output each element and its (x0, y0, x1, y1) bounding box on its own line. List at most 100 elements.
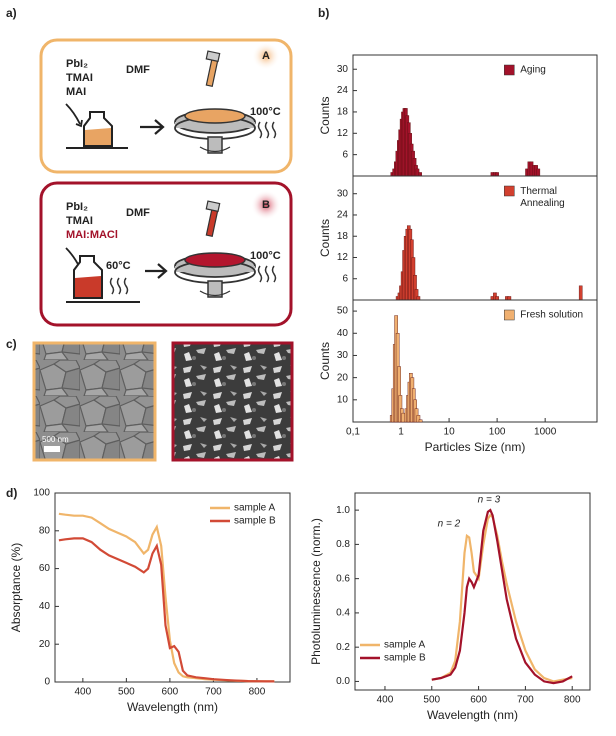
y-tick-label: 50 (337, 306, 349, 317)
panel-label: d) (6, 486, 17, 500)
panel-label: a) (6, 6, 17, 20)
y-tick-label: 60 (39, 563, 51, 574)
plot-frame (352, 175, 598, 301)
y-tick-label: 80 (39, 525, 51, 536)
x-tick-label: 700 (205, 687, 222, 698)
x-tick-label: 500 (118, 687, 135, 698)
scheme-a: A PbI₂ TMAI MAI DMF 100°C (39, 38, 293, 174)
bar (536, 168, 541, 177)
y-tick-label: 10 (337, 394, 349, 405)
y-axis-label: Counts (318, 96, 332, 134)
temperature: 100°C (250, 106, 281, 118)
line (431, 508, 573, 685)
temperature: 60°C (106, 260, 131, 272)
y-tick-label: 6 (342, 273, 348, 284)
y-tick-label: 0.8 (336, 539, 350, 550)
bar (507, 296, 512, 301)
reagent: PbI₂ (66, 58, 88, 70)
y-tick-label: 40 (337, 328, 349, 339)
plot-frame (352, 54, 598, 177)
panel-label: c) (6, 337, 17, 351)
legend-label: sample A (234, 503, 275, 514)
y-tick-label: 1.0 (336, 505, 350, 516)
annotation: n = 2 (438, 518, 461, 529)
legend-swatch (504, 185, 515, 197)
chart: 0.0 0.2 0.4 0.6 0.8 1.0 400 500 600 700 800 Photolu… (309, 492, 591, 722)
bar (401, 412, 406, 423)
tag: A (262, 50, 270, 62)
x-axis-label: Wavelength (nm) (427, 708, 518, 722)
solvent: DMF (126, 207, 150, 219)
line (431, 513, 573, 683)
reagent-highlight: MAI:MACl (66, 229, 118, 241)
y-tick-label: 30 (337, 64, 349, 75)
y-axis-label: Counts (318, 219, 332, 257)
plot-frame (54, 492, 291, 683)
x-tick-label: 600 (162, 687, 179, 698)
bar (418, 419, 423, 423)
reagent: PbI₂ (66, 201, 88, 213)
legend-label: Thermal Annealing (520, 186, 564, 209)
y-tick-label: 24 (337, 210, 349, 221)
legend-label: Aging (520, 65, 546, 76)
x-tick-label: 1000 (534, 427, 557, 438)
temperature: 100°C (250, 250, 281, 262)
y-tick-label: 18 (337, 107, 349, 118)
chart: 10 20 30 40 50 0,1 1 10 100 1000 Counts Particles S… (318, 299, 598, 454)
x-axis-label: Particles Size (nm) (425, 440, 526, 454)
tag: B (262, 199, 270, 211)
y-tick-label: 0.4 (336, 608, 350, 619)
reagent: TMAI (66, 72, 93, 84)
legend-swatch (504, 309, 515, 321)
legend-label: sample B (234, 516, 276, 527)
chart: 6 12 18 24 30 Counts Thermal Annealing (318, 175, 598, 301)
scale-bar-label: 500 nm (42, 435, 69, 444)
bar (495, 172, 499, 177)
bar (418, 172, 422, 177)
x-tick-label: 100 (489, 427, 506, 438)
annotation: n = 3 (478, 494, 501, 505)
x-tick-label: 600 (470, 695, 487, 706)
y-tick-label: 18 (337, 231, 349, 242)
y-tick-label: 20 (39, 639, 51, 650)
reagent: TMAI (66, 215, 93, 227)
y-axis-label: Absorptance (%) (9, 543, 23, 632)
panel-label: b) (318, 6, 329, 20)
y-axis-label: Counts (318, 342, 332, 380)
x-tick-label: 800 (249, 687, 266, 698)
y-tick-label: 100 (33, 488, 50, 499)
x-tick-label: 400 (75, 687, 92, 698)
y-tick-label: 30 (337, 350, 349, 361)
solvent: DMF (126, 64, 150, 76)
reagent: MAI (66, 86, 86, 98)
x-tick-label: 700 (517, 695, 534, 706)
sem-images: 500 nm (32, 341, 294, 462)
x-tick-label: 1 (398, 427, 404, 438)
y-tick-label: 0.2 (336, 642, 350, 653)
line (58, 537, 275, 683)
y-tick-label: 12 (337, 128, 349, 139)
plot-frame (354, 492, 591, 691)
y-tick-label: 20 (337, 372, 349, 383)
line (58, 512, 275, 683)
legend-label: sample A (384, 640, 425, 651)
y-tick-label: 0.6 (336, 573, 350, 584)
x-tick-label: 400 (377, 695, 394, 706)
x-tick-label: 10 (444, 427, 456, 438)
x-tick-label: 500 (423, 695, 440, 706)
bar (416, 415, 421, 423)
chart: 0 20 40 60 80 100 400 500 600 700 800 Absorptance (… (9, 488, 291, 714)
plot-frame (352, 299, 598, 423)
chart: 6 12 18 24 30 Counts Aging (318, 54, 598, 177)
x-axis-label: Wavelength (nm) (127, 700, 218, 714)
x-tick-label: 800 (564, 695, 581, 706)
y-tick-label: 0.0 (336, 676, 350, 687)
bar (416, 296, 421, 301)
y-tick-label: 30 (337, 188, 349, 199)
legend-label: sample B (384, 653, 426, 664)
y-tick-label: 0 (44, 677, 50, 688)
y-tick-label: 40 (39, 601, 51, 612)
legend-swatch (504, 64, 515, 76)
y-axis-label: Photoluminescence (norm.) (309, 518, 323, 665)
